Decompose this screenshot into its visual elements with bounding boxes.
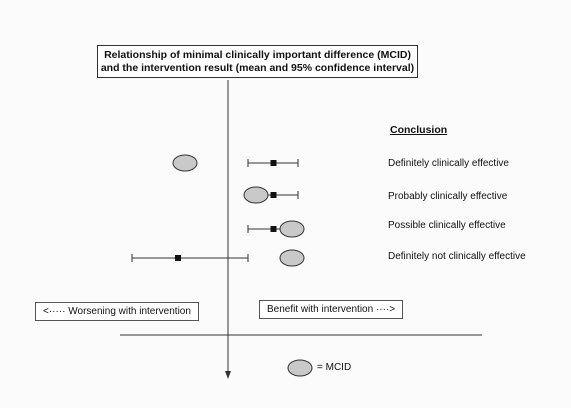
axis-arrowhead xyxy=(225,371,231,379)
title-line-2: and the intervention result (mean and 95… xyxy=(100,61,415,74)
conclusion-label-4: Definitely not clinically effective xyxy=(388,251,526,262)
title-line-1: Relationship of minimal clinically impor… xyxy=(104,48,411,61)
worsening-arrow-box: <····· Worsening with intervention xyxy=(35,302,199,321)
rows-layer xyxy=(131,154,305,267)
mcid-ellipse xyxy=(279,220,305,238)
conclusion-label-3: Possible clinically effective xyxy=(388,220,506,231)
mean-marker xyxy=(270,192,277,198)
mcid-ellipse xyxy=(172,154,198,172)
legend-label: = MCID xyxy=(317,362,352,373)
title-box: Relationship of minimal clinically impor… xyxy=(97,45,418,78)
mean-marker xyxy=(270,226,277,232)
mean-marker xyxy=(175,255,181,261)
mcid-ellipse xyxy=(279,249,305,267)
conclusion-label-2: Probably clinically effective xyxy=(388,191,508,202)
conclusion-heading: Conclusion xyxy=(390,124,448,136)
mean-marker xyxy=(270,160,277,166)
benefit-arrow-box: Benefit with intervention ····> xyxy=(259,300,404,319)
conclusion-label-1: Definitely clinically effective xyxy=(388,158,509,169)
mcid-ellipse xyxy=(243,186,269,204)
legend-ellipse-icon xyxy=(287,359,313,377)
